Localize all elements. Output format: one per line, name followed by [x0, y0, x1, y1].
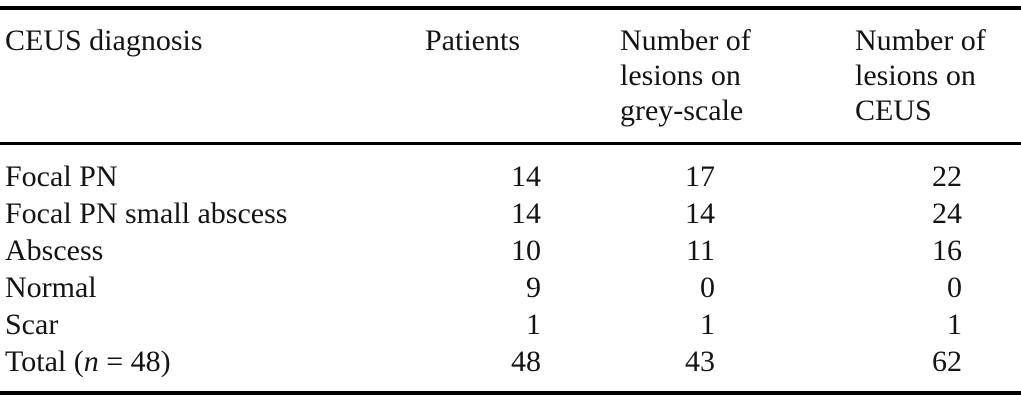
table-row: Scar 1 1 1 — [0, 307, 1021, 344]
row-label-italic-part: n — [83, 345, 99, 378]
row-value: 24 — [932, 197, 962, 230]
row-value: 16 — [932, 234, 962, 267]
row-value: 14 — [511, 197, 541, 230]
table-row: Total (n = 48) 48 43 62 — [0, 344, 1021, 393]
paper-table-container: CEUS diagnosis Patients Number of lesion… — [0, 6, 1021, 395]
row-value: 1 — [526, 308, 541, 341]
row-label-part: Focal PN small abscess — [5, 197, 288, 230]
row-label: Normal — [0, 270, 420, 307]
row-label: Abscess — [0, 233, 420, 270]
col-header-lesions-ceus: Number of lesions on CEUS — [800, 8, 1021, 145]
table-row: Focal PN small abscess 14 14 24 — [0, 196, 1021, 233]
row-label: Scar — [0, 307, 420, 344]
col-header-ceus-diagnosis: CEUS diagnosis — [0, 8, 420, 145]
row-label: Total (n = 48) — [0, 344, 420, 393]
row-value: 22 — [932, 160, 962, 193]
row-value: 17 — [685, 160, 715, 193]
row-value: 11 — [686, 234, 715, 267]
row-label-part: Scar — [5, 308, 59, 341]
row-value: 10 — [511, 234, 541, 267]
ceus-results-table: CEUS diagnosis Patients Number of lesion… — [0, 6, 1021, 395]
row-value: 62 — [932, 345, 962, 378]
row-label-part: Total ( — [5, 345, 84, 378]
row-label-part: Normal — [5, 271, 97, 304]
table-body: Focal PN 14 17 22 Focal PN small abscess 14 14… — [0, 144, 1021, 394]
row-value: 14 — [685, 197, 715, 230]
row-value: 48 — [511, 345, 541, 378]
row-value: 0 — [947, 271, 962, 304]
table-row: Focal PN 14 17 22 — [0, 144, 1021, 197]
row-value: 43 — [685, 345, 715, 378]
col-header-lesions-grey-scale: Number of lesions on grey-scale — [555, 8, 800, 145]
row-label-part: Focal PN — [5, 160, 118, 193]
row-label-part: Abscess — [5, 234, 104, 267]
row-value: 14 — [511, 160, 541, 193]
row-value: 9 — [526, 271, 541, 304]
row-label-part: = 48) — [98, 345, 171, 378]
table-row: Normal 9 0 0 — [0, 270, 1021, 307]
row-value: 1 — [947, 308, 962, 341]
table-header: CEUS diagnosis Patients Number of lesion… — [0, 8, 1021, 145]
header-row: CEUS diagnosis Patients Number of lesion… — [0, 8, 1021, 145]
col-header-patients: Patients — [420, 8, 555, 145]
row-label: Focal PN small abscess — [0, 196, 420, 233]
row-label: Focal PN — [0, 144, 420, 197]
table-row: Abscess 10 11 16 — [0, 233, 1021, 270]
row-value: 1 — [700, 308, 715, 341]
row-value: 0 — [700, 271, 715, 304]
